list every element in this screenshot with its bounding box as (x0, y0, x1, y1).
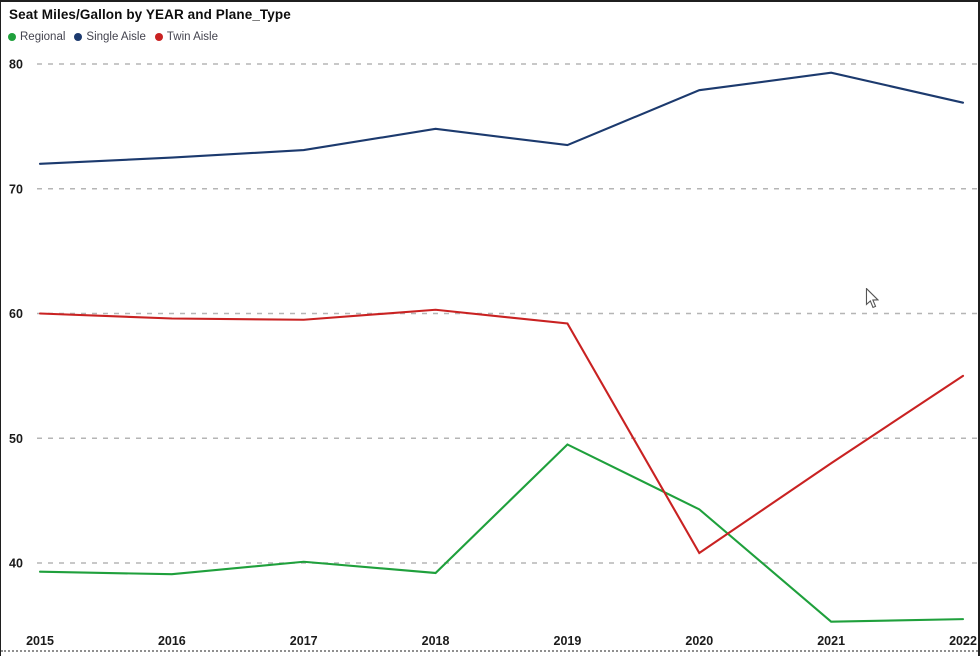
x-tick-label-2022: 2022 (949, 634, 977, 648)
page-bottom-divider (1, 650, 978, 652)
chart-title: Seat Miles/Gallon by YEAR and Plane_Type (9, 7, 291, 22)
x-tick-label-2016: 2016 (158, 634, 186, 648)
legend-item-twin-aisle[interactable]: Twin Aisle (154, 31, 219, 43)
legend: Regional Single Aisle Twin Aisle (1, 22, 978, 44)
legend-item-single-aisle[interactable]: Single Aisle (74, 31, 146, 43)
x-tick-label-2021: 2021 (817, 634, 845, 648)
legend-dot-twin-aisle-icon (154, 33, 163, 41)
series-line-twin-aisle[interactable] (38, 308, 965, 555)
x-tick-label-2018: 2018 (422, 634, 450, 648)
y-tick-label-70: 70 (9, 182, 23, 196)
legend-item-regional[interactable]: Regional (8, 31, 65, 43)
y-tick-label-60: 60 (9, 307, 23, 321)
x-tick-label-2017: 2017 (290, 634, 318, 648)
legend-dot-single-aisle-icon (74, 33, 83, 41)
series-line-regional[interactable] (38, 443, 965, 623)
y-tick-label-80: 80 (9, 58, 23, 72)
x-tick-label-2015: 2015 (26, 634, 54, 648)
chart-header: Seat Miles/Gallon by YEAR and Plane_Type… (1, 2, 978, 44)
legend-dot-regional-icon (8, 33, 16, 41)
legend-label-twin-aisle: Twin Aisle (166, 31, 219, 43)
y-tick-label-50: 50 (9, 432, 23, 446)
y-tick-label-40: 40 (9, 557, 23, 571)
x-tick-label-2019: 2019 (554, 634, 582, 648)
series-line-single-aisle[interactable] (38, 71, 965, 165)
legend-label-regional: Regional (20, 31, 66, 43)
x-tick-label-2020: 2020 (685, 634, 713, 648)
legend-label-single-aisle: Single Aisle (86, 31, 146, 43)
